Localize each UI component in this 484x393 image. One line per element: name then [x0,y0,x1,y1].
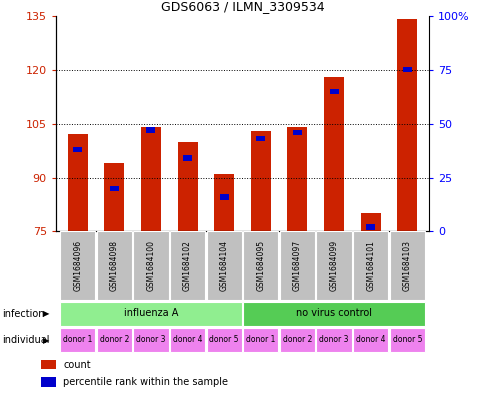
Bar [243,231,278,300]
Bar [133,231,168,300]
Bar [256,136,265,141]
Bar [68,134,88,231]
Bar [206,328,241,353]
Text: GSM1684100: GSM1684100 [146,241,155,291]
Bar [323,77,343,231]
Bar [402,67,411,72]
Bar [97,328,132,353]
Text: GSM1684103: GSM1684103 [402,241,411,291]
Bar [141,127,161,231]
Bar [177,141,197,231]
Text: infection: infection [2,309,45,319]
Bar [316,328,351,353]
Text: GSM1684102: GSM1684102 [182,241,192,291]
Bar [250,131,271,231]
Text: influenza A: influenza A [123,308,178,318]
Text: GSM1684096: GSM1684096 [73,240,82,292]
Bar [360,213,380,231]
Text: donor 1: donor 1 [245,335,275,344]
Bar [206,231,241,300]
Bar [243,301,424,326]
Bar [182,155,192,161]
Text: individual: individual [2,335,50,345]
Bar [41,360,56,369]
Bar [133,328,168,353]
Bar [213,174,234,231]
Bar [352,328,387,353]
Bar [60,231,95,300]
Bar [104,163,124,231]
Bar [219,194,228,200]
Bar [396,19,416,231]
Text: donor 2: donor 2 [282,335,312,344]
Bar [170,328,205,353]
Bar [60,328,95,353]
Text: GSM1684099: GSM1684099 [329,240,338,292]
Text: GSM1684104: GSM1684104 [219,241,228,291]
Text: donor 3: donor 3 [318,335,348,344]
Bar [41,377,56,387]
Text: donor 5: donor 5 [392,335,421,344]
Bar [292,130,302,135]
Bar [329,88,338,94]
Bar [170,231,205,300]
Bar [97,231,132,300]
Bar [279,231,314,300]
Title: GDS6063 / ILMN_3309534: GDS6063 / ILMN_3309534 [160,0,324,13]
Bar [109,185,119,191]
Text: ▶: ▶ [43,309,49,318]
Text: donor 5: donor 5 [209,335,239,344]
Text: donor 3: donor 3 [136,335,166,344]
Text: GSM1684098: GSM1684098 [110,241,119,291]
Bar [389,328,424,353]
Bar [365,224,375,230]
Text: no virus control: no virus control [295,308,371,318]
Text: donor 1: donor 1 [63,335,92,344]
Bar [243,328,278,353]
Bar [60,301,241,326]
Text: percentile rank within the sample: percentile rank within the sample [63,377,227,387]
Bar [279,328,314,353]
Bar [146,127,155,133]
Bar [316,231,351,300]
Bar [352,231,387,300]
Text: GSM1684097: GSM1684097 [292,240,302,292]
Bar [287,127,307,231]
Text: donor 4: donor 4 [355,335,385,344]
Bar [73,147,82,152]
Text: count: count [63,360,91,370]
Text: ▶: ▶ [43,336,49,345]
Text: donor 2: donor 2 [100,335,129,344]
Text: GSM1684101: GSM1684101 [365,241,374,291]
Bar [389,231,424,300]
Text: GSM1684095: GSM1684095 [256,240,265,292]
Text: donor 4: donor 4 [172,335,202,344]
